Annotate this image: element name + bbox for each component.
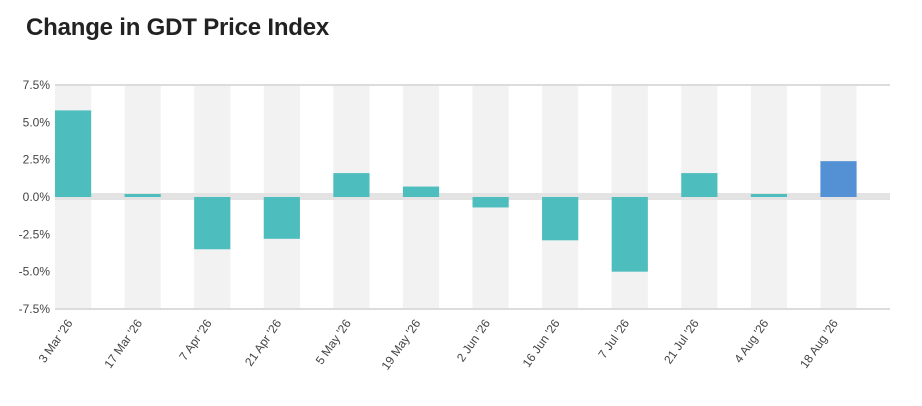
zero-line — [55, 193, 890, 200]
x-tick-label: 3 Mar '26 — [36, 316, 76, 365]
x-tick-label: 16 Jun '26 — [520, 316, 563, 369]
bar[interactable] — [542, 197, 579, 241]
axis-lines — [55, 84, 890, 310]
y-tick-label: 5.0% — [23, 115, 51, 129]
x-tick-label: 7 Jul '26 — [595, 316, 632, 361]
bar[interactable] — [681, 173, 718, 197]
y-tick-label: 0.0% — [23, 190, 51, 204]
x-tick-label: 18 Aug '26 — [797, 316, 841, 370]
bar[interactable] — [611, 197, 648, 272]
chart-title: Change in GDT Price Index — [26, 14, 330, 41]
y-axis-ticks: 7.5% 5.0% 2.5% 0.0% -2.5% -5.0% -7.5% — [19, 78, 51, 316]
x-tick-label: 17 Mar '26 — [101, 316, 145, 370]
bar[interactable] — [263, 197, 300, 239]
bar[interactable] — [55, 110, 92, 197]
y-tick-label: -5.0% — [19, 265, 51, 279]
x-tick-label: 5 May '26 — [313, 316, 354, 367]
x-tick-label: 21 Jul '26 — [661, 316, 702, 366]
y-tick-label: 7.5% — [23, 78, 51, 92]
bars — [55, 110, 857, 272]
bar[interactable] — [750, 194, 788, 197]
bar[interactable] — [820, 161, 857, 197]
x-tick-label: 2 Jun '26 — [454, 316, 493, 364]
x-tick-label: 4 Aug '26 — [731, 316, 771, 365]
bar[interactable] — [194, 197, 231, 250]
x-tick-label: 21 Apr '26 — [242, 316, 284, 368]
bar[interactable] — [124, 194, 161, 197]
y-tick-label: -7.5% — [19, 302, 51, 316]
x-tick-label: 19 May '26 — [379, 316, 424, 372]
y-tick-label: 2.5% — [23, 153, 51, 167]
bar[interactable] — [333, 173, 370, 197]
x-axis-ticks: 3 Mar '26 17 Mar '26 7 Apr '26 21 Apr '26 5 … — [36, 316, 842, 372]
bar[interactable] — [472, 197, 509, 208]
y-tick-label: -2.5% — [19, 227, 51, 241]
bar[interactable] — [402, 186, 440, 197]
x-tick-label: 7 Apr '26 — [176, 316, 215, 363]
